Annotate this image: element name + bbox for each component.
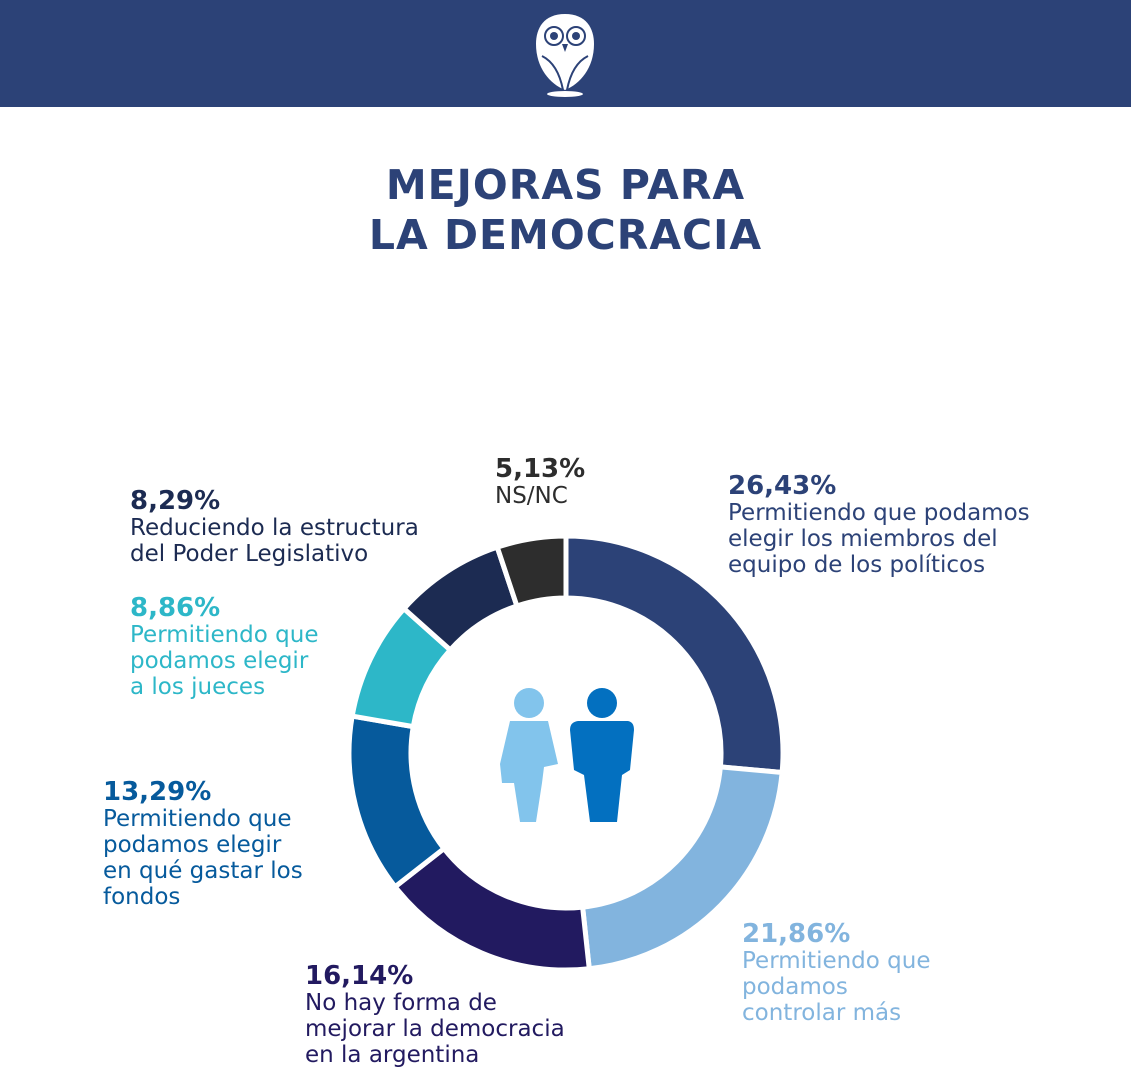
owl-logo-icon [536, 14, 594, 97]
slice-label-line: podamos elegir [103, 832, 282, 858]
slice-percent: 8,86% [130, 593, 221, 623]
slice-label-line: NS/NC [495, 483, 568, 509]
slice-label-line: controlar más [742, 1000, 902, 1026]
slice-label-3: 13,29% Permitiendo que podamos elegir en qu… [103, 778, 303, 910]
slice-percent: 21,86% [742, 919, 851, 949]
header-bar [0, 0, 1131, 107]
slice-percent: 13,29% [103, 777, 212, 807]
slice-percent: 8,29% [130, 486, 221, 516]
slice-label-line: Permitiendo que [130, 622, 319, 648]
slice-label-line: Reduciendo la estructura [130, 515, 419, 541]
slice-label-line: elegir los miembros del [728, 526, 998, 552]
slice-label-line: en la argentina [305, 1042, 480, 1068]
slice-label-4: 8,86% Permitiendo que podamos elegir a los … [130, 594, 319, 700]
slice-label-line: podamos [742, 974, 848, 1000]
slice-label-line: mejorar la democracia [305, 1016, 565, 1042]
donut-slice-6 [494, 533, 569, 610]
slice-label-line: podamos elegir [130, 648, 309, 674]
slice-label-line: Permitiendo que [742, 948, 931, 974]
title-line-2: LA DEMOCRACIA [368, 211, 763, 259]
slice-label-2: 16,14% No hay forma de mejorar la democrac… [305, 962, 565, 1068]
slice-label-6: 5,13% NS/NC [495, 455, 585, 509]
slice-label-line: Permitiendo que podamos [728, 500, 1030, 526]
slice-percent: 26,43% [728, 471, 837, 501]
slice-label-line: equipo de los políticos [728, 552, 986, 578]
people-icon [500, 688, 634, 822]
slice-percent: 16,14% [305, 961, 414, 991]
slice-label-line: a los jueces [130, 674, 266, 700]
slice-label-line: en qué gastar los [103, 858, 303, 884]
slice-label-5: 8,29% Reduciendo la estructura del Poder L… [130, 487, 419, 567]
slice-percent: 5,13% [495, 454, 586, 484]
slice-label-line: Permitiendo que [103, 806, 292, 832]
slice-label-line: No hay forma de [305, 990, 497, 1016]
slice-label-line: fondos [103, 884, 181, 910]
slice-label-0: 26,43% Permitiendo que podamos elegir los … [728, 472, 1030, 578]
slice-label-line: del Poder Legislativo [130, 541, 369, 567]
slice-label-1: 21,86% Permitiendo que podamos controlar má… [742, 920, 931, 1026]
donut-slice-0 [563, 533, 786, 776]
donut-slice-3 [346, 713, 448, 891]
page-title: MEJORAS PARA LA DEMOCRACIA [0, 160, 1131, 260]
title-line-1: MEJORAS PARA [385, 161, 746, 209]
